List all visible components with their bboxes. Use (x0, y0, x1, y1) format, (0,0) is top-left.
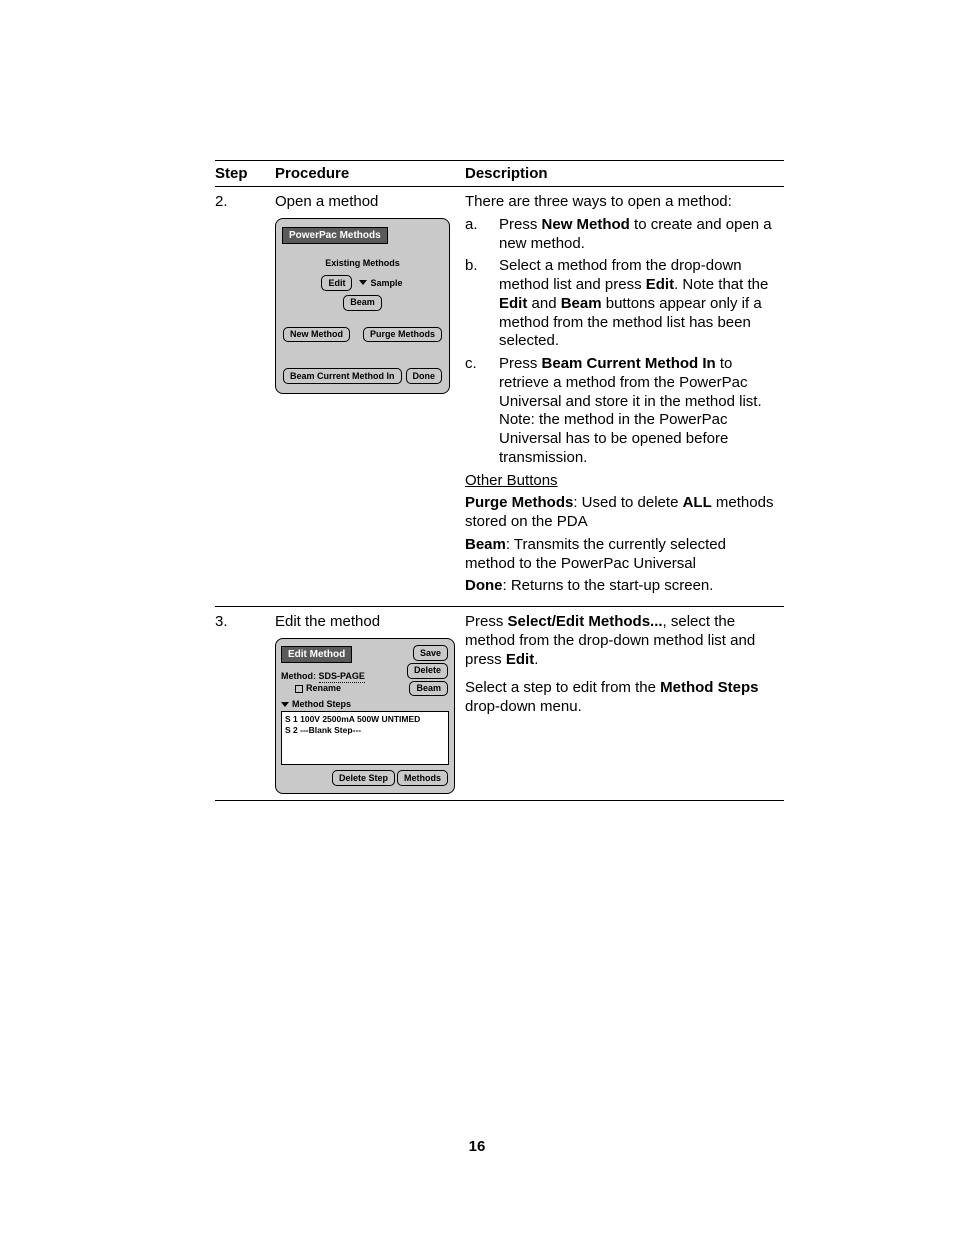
method-steps-list[interactable]: S 1 100V 2500mA 500W UNTIMED S 2 ---Blan… (281, 711, 449, 765)
chevron-down-icon (281, 702, 289, 707)
procedure-table: Step Procedure Description 2. Open a met… (215, 160, 784, 801)
sample-dropdown-label: Sample (370, 278, 402, 288)
other-buttons-heading: Other Buttons (465, 472, 558, 489)
panel-title: PowerPac Methods (282, 227, 388, 244)
col-header-step: Step (215, 161, 275, 187)
existing-methods-label: Existing Methods (282, 258, 443, 268)
list-letter: c. (465, 355, 499, 468)
description-cell: Press Select/Edit Methods..., select the… (465, 607, 784, 801)
col-header-description: Description (465, 161, 784, 187)
done-button[interactable]: Done (406, 368, 443, 384)
done-description: Done: Returns to the start-up screen. (465, 577, 778, 596)
desc-paragraph: Select a step to edit from the Method St… (465, 679, 778, 717)
description-cell: There are three ways to open a method: a… (465, 187, 784, 607)
delete-button[interactable]: Delete (407, 663, 448, 679)
list-text: Press Beam Current Method In to retrieve… (499, 355, 778, 468)
col-header-procedure: Procedure (275, 161, 465, 187)
purge-description: Purge Methods: Used to delete ALL method… (465, 494, 778, 532)
rename-label: Rename (306, 683, 341, 693)
method-steps-label: Method Steps (292, 699, 351, 709)
list-letter: b. (465, 257, 499, 351)
list-text: Select a method from the drop-down metho… (499, 257, 778, 351)
beam-description: Beam: Transmits the currently selected m… (465, 536, 778, 574)
purge-methods-button[interactable]: Purge Methods (363, 327, 442, 343)
edit-method-panel: Edit Method Method: SDS-PAGE Rename Meth… (275, 638, 455, 794)
step-number: 2. (215, 187, 275, 607)
edit-button[interactable]: Edit (321, 275, 352, 291)
method-step-item[interactable]: S 2 ---Blank Step--- (285, 725, 445, 736)
beam-button[interactable]: Beam (409, 681, 448, 697)
delete-step-button[interactable]: Delete Step (332, 770, 395, 786)
method-name: SDS-PAGE (319, 671, 365, 683)
chevron-down-icon (359, 280, 367, 285)
panel-title: Edit Method (281, 646, 352, 663)
procedure-cell: Edit the method Edit Method Method: SDS-… (275, 607, 465, 801)
beam-button[interactable]: Beam (343, 295, 382, 311)
desc-paragraph: Press Select/Edit Methods..., select the… (465, 613, 778, 669)
checkbox-icon[interactable] (295, 685, 303, 693)
method-name-line: Method: SDS-PAGE (281, 671, 406, 681)
list-letter: a. (465, 216, 499, 254)
list-text: Press New Method to create and open a ne… (499, 216, 778, 254)
desc-intro: There are three ways to open a method: (465, 193, 778, 212)
table-row: 3. Edit the method Edit Method Method: S… (215, 607, 784, 801)
rename-line[interactable]: Rename (295, 683, 406, 693)
powerpac-methods-panel: PowerPac Methods Existing Methods Edit S… (275, 218, 450, 394)
procedure-text: Open a method (275, 193, 459, 210)
beam-current-method-in-button[interactable]: Beam Current Method In (283, 368, 402, 384)
methods-button[interactable]: Methods (397, 770, 448, 786)
procedure-cell: Open a method PowerPac Methods Existing … (275, 187, 465, 607)
procedure-text: Edit the method (275, 613, 459, 630)
step-number: 3. (215, 607, 275, 801)
save-button[interactable]: Save (413, 645, 448, 661)
new-method-button[interactable]: New Method (283, 327, 350, 343)
page-number: 16 (0, 1138, 954, 1155)
sample-dropdown[interactable]: Sample (359, 275, 402, 291)
table-row: 2. Open a method PowerPac Methods Existi… (215, 187, 784, 607)
method-step-item[interactable]: S 1 100V 2500mA 500W UNTIMED (285, 714, 445, 725)
method-steps-dropdown[interactable]: Method Steps (281, 699, 406, 709)
